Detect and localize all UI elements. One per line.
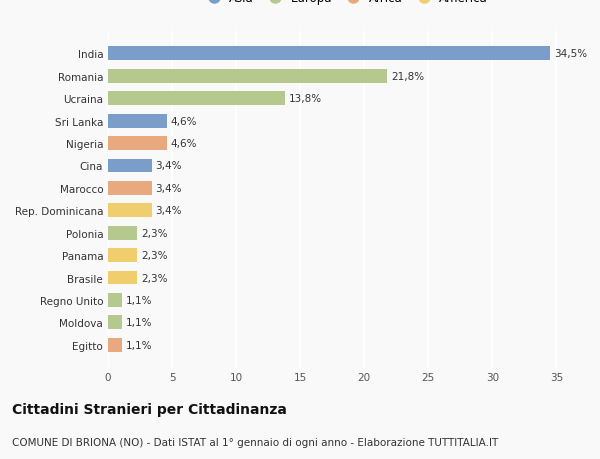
Bar: [108, 92, 285, 106]
Text: 1,1%: 1,1%: [126, 340, 152, 350]
Bar: [108, 271, 137, 285]
Bar: [108, 226, 137, 240]
Bar: [108, 114, 167, 129]
Text: 3,4%: 3,4%: [155, 206, 182, 216]
Bar: [108, 47, 550, 61]
Bar: [108, 182, 152, 196]
Text: 1,1%: 1,1%: [126, 295, 152, 305]
Bar: [108, 159, 152, 173]
Bar: [108, 338, 122, 352]
Text: 2,3%: 2,3%: [142, 273, 168, 283]
Text: 34,5%: 34,5%: [554, 49, 587, 59]
Text: 1,1%: 1,1%: [126, 318, 152, 328]
Bar: [108, 204, 152, 218]
Text: 3,4%: 3,4%: [155, 184, 182, 194]
Text: 2,3%: 2,3%: [142, 228, 168, 238]
Bar: [108, 316, 122, 330]
Text: 3,4%: 3,4%: [155, 161, 182, 171]
Text: Cittadini Stranieri per Cittadinanza: Cittadini Stranieri per Cittadinanza: [12, 402, 287, 416]
Text: 4,6%: 4,6%: [171, 139, 197, 149]
Text: 2,3%: 2,3%: [142, 251, 168, 261]
Text: 13,8%: 13,8%: [289, 94, 322, 104]
Legend: Asia, Europa, Africa, America: Asia, Europa, Africa, America: [197, 0, 493, 10]
Bar: [108, 70, 387, 84]
Text: 21,8%: 21,8%: [391, 72, 424, 82]
Bar: [108, 137, 167, 151]
Bar: [108, 249, 137, 263]
Bar: [108, 293, 122, 307]
Text: 4,6%: 4,6%: [171, 117, 197, 126]
Text: COMUNE DI BRIONA (NO) - Dati ISTAT al 1° gennaio di ogni anno - Elaborazione TUT: COMUNE DI BRIONA (NO) - Dati ISTAT al 1°…: [12, 437, 498, 447]
